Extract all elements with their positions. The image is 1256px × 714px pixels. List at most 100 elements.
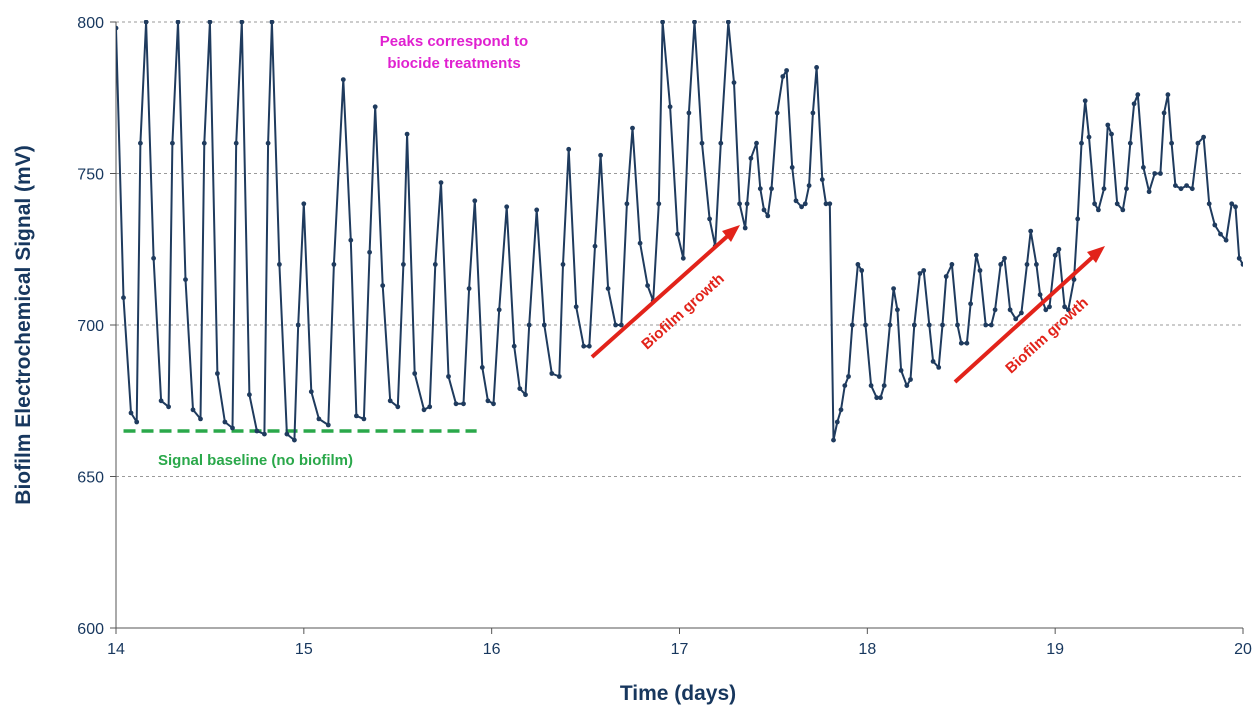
data-point [630,125,635,131]
data-point [556,374,562,379]
data-point [1229,201,1235,207]
data-point [1019,310,1024,316]
data-point [1007,307,1013,313]
data-point [1223,237,1229,243]
data-point [983,322,989,328]
grid-layer [116,21,1243,477]
data-point [222,419,228,425]
data-point [461,401,466,407]
x-tick-label: 16 [483,641,501,658]
data-point [254,428,260,434]
data-point [277,262,282,267]
data-point [1127,140,1133,146]
data-point [128,410,134,416]
data-point [827,201,833,207]
data-point [814,65,819,70]
data-point [354,413,359,419]
data-point [143,20,149,25]
data-point [1184,183,1189,189]
data-point [372,104,378,110]
data-point [1071,277,1077,282]
data-point [432,262,438,267]
data-point [849,322,855,328]
data-point [675,231,680,237]
data-point [998,262,1004,267]
data-point [977,268,983,273]
data-point [1105,122,1111,128]
data-point [859,268,865,273]
data-point [166,404,172,410]
data-point [292,437,297,443]
data-point [1052,252,1058,258]
data-point [725,20,731,25]
data-point [1141,165,1146,170]
data-point [566,146,572,152]
data-point [361,416,367,422]
arrowhead-icon [1087,246,1105,263]
series-group [116,20,1243,443]
data-point [624,201,630,207]
data-point [834,419,840,425]
data-point [874,395,880,401]
data-point [348,237,354,243]
data-point [201,140,207,146]
data-point [1195,140,1201,146]
data-point [331,262,337,267]
data-point [239,20,245,25]
data-point [1240,262,1243,267]
data-point [868,383,874,388]
y-axis-title: Biofilm Electrochemical Signal (mV) [12,145,35,504]
data-point [1158,171,1163,176]
data-point [1218,231,1223,237]
series-line [116,21,1243,442]
data-point [1169,140,1174,146]
data-point [230,425,235,431]
data-point [446,374,451,379]
growth-label-1: Biofilm growth [638,270,727,353]
data-point [1079,140,1084,146]
data-point [316,416,322,422]
data-point [586,343,592,349]
data-point [485,398,491,404]
data-point [380,283,386,288]
data-point [1086,134,1092,140]
data-point [151,255,157,261]
data-point [308,389,314,395]
data-point [692,20,697,25]
data-point [190,407,196,413]
data-point [262,431,267,437]
data-point [802,201,808,207]
data-point [1131,101,1137,107]
data-point [921,268,927,273]
data-point [1236,255,1242,261]
data-point [1206,201,1212,207]
data-point [116,25,119,31]
data-point [421,407,427,413]
data-point [744,201,750,207]
data-point [605,286,611,291]
data-point [491,401,496,407]
data-point [453,401,459,407]
data-point [1092,201,1097,207]
data-point [247,392,252,398]
data-point [699,140,705,146]
data-point [1201,134,1206,140]
data-point [1165,92,1171,98]
data-point [265,140,271,146]
data-point [1135,92,1141,98]
y-tick-label: 700 [77,318,104,335]
data-point [878,395,883,401]
data-point [466,286,472,291]
data-point [940,322,945,328]
data-point [427,404,433,410]
data-point [731,80,737,85]
data-point [581,343,587,349]
data-point [637,240,643,246]
data-point [1034,262,1039,267]
data-point [412,371,418,376]
data-point [838,407,844,413]
data-point [936,365,942,370]
data-point [404,131,410,137]
